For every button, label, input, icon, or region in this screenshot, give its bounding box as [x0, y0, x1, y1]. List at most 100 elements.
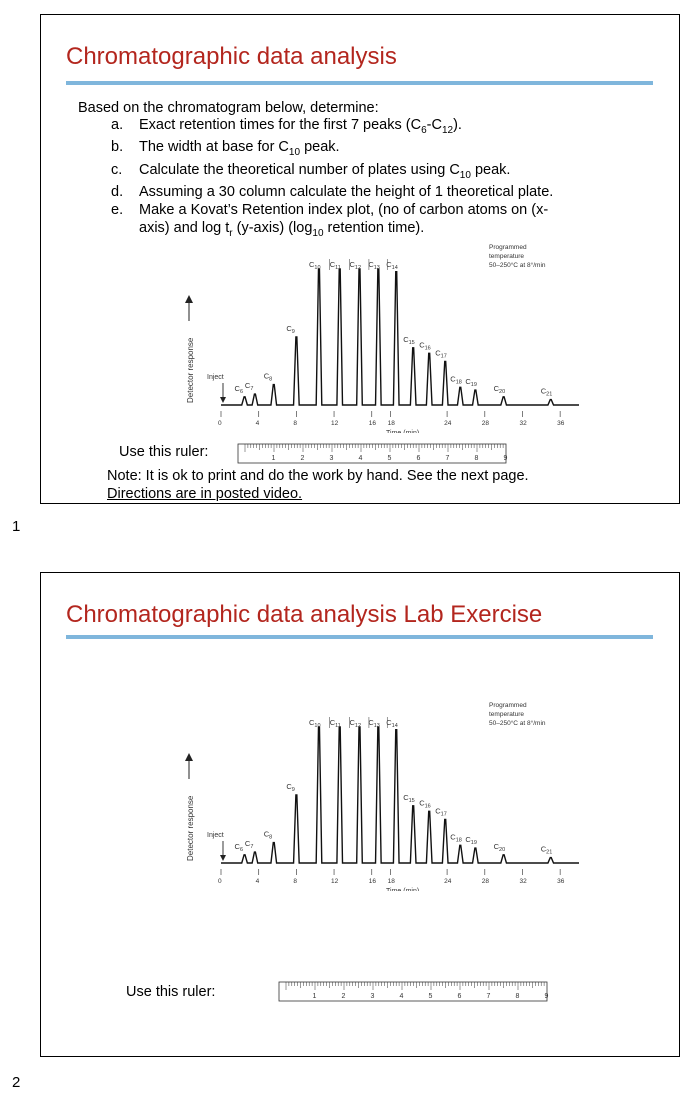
x-tick-label: 32	[519, 878, 527, 885]
peak-label-C7: C7	[245, 381, 253, 392]
peak-label-C8: C8	[264, 372, 272, 383]
inject-label: Inject	[207, 374, 224, 381]
peak-label-C6: C6	[235, 384, 243, 395]
ruler-body	[278, 981, 548, 1002]
peak-label-C18: C18	[450, 832, 462, 843]
title-underline	[66, 635, 653, 639]
ruler-number: 9	[545, 993, 549, 1000]
note: Note: It is ok to print and do the work …	[107, 467, 667, 503]
note-line-1: Note: It is ok to print and do the work …	[107, 468, 529, 484]
peak-label-C6: C6	[235, 842, 243, 853]
ruler-number: 2	[301, 455, 305, 462]
ruler-number: 1	[272, 455, 276, 462]
inject-label: Inject	[207, 832, 224, 839]
slide-1-title: Chromatographic data analysis	[66, 43, 397, 70]
x-tick-label: 32	[519, 420, 527, 427]
ruler-number: 4	[400, 993, 404, 1000]
slide-2-title: Chromatographic data analysis Lab Exerci…	[66, 601, 543, 628]
slide-1: Chromatographic data analysis Based on t…	[40, 14, 680, 504]
note-line-2: Directions are in posted video.	[107, 486, 303, 502]
peak-label-C13: C13	[368, 718, 380, 729]
inject-arrowhead	[220, 397, 226, 403]
peak-label-C12: C12	[349, 718, 361, 729]
chromatogram-trace	[221, 268, 579, 406]
ruler-number: 6	[417, 455, 421, 462]
x-tick-label: 0	[218, 878, 222, 885]
peak-label-C11: C11	[330, 260, 341, 271]
peak-label-C20: C20	[494, 384, 506, 395]
ruler: 1 2 3 4 5 6 7 8 9	[237, 443, 508, 464]
x-tick-label: 28	[482, 420, 490, 427]
question-list: a. Exact retention times for the first 7…	[111, 117, 651, 242]
question-a: a. Exact retention times for the first 7…	[111, 117, 462, 136]
x-tick-label: 12	[331, 878, 339, 885]
peak-label-C12: C12	[349, 260, 361, 271]
y-axis-arrowhead	[185, 753, 193, 761]
x-tick-label: 8	[293, 420, 297, 427]
x-tick-label: 24	[444, 420, 452, 427]
peak-label-C16: C16	[419, 340, 431, 351]
peak-label-C19: C19	[465, 377, 477, 388]
peak-label-C10: C10	[309, 718, 321, 729]
inject-arrowhead	[220, 855, 226, 861]
ruler: 1 2 3 4 5 6 7 8 9	[278, 981, 549, 1002]
y-axis-label: Detector response	[186, 795, 195, 861]
peak-label-C9: C9	[286, 324, 294, 335]
temperature-annotation-line: Programmed	[489, 244, 527, 251]
peak-label-C18: C18	[450, 374, 462, 385]
y-axis-label: Detector response	[186, 337, 195, 403]
peak-label-C21: C21	[541, 387, 553, 398]
slide-2: Chromatographic data analysis Lab Exerci…	[40, 572, 680, 1057]
ruler-number: 2	[342, 993, 346, 1000]
ruler-number: 1	[313, 993, 317, 1000]
peak-label-C10: C10	[309, 260, 321, 271]
chromatogram-trace	[221, 726, 579, 864]
x-tick-label: 36	[557, 878, 565, 885]
peak-label-C16: C16	[419, 798, 431, 809]
page-number-1: 1	[12, 518, 21, 535]
x-tick-label: 28	[482, 878, 490, 885]
ruler-number: 8	[516, 993, 520, 1000]
peak-label-C7: C7	[245, 839, 253, 850]
x-axis-label: Time (min)	[386, 430, 419, 433]
title-underline	[66, 81, 653, 85]
ruler-label: Use this ruler:	[126, 984, 216, 1000]
ruler-number: 3	[371, 993, 375, 1000]
peak-label-C14: C14	[386, 260, 398, 271]
question-b: b. The width at base for C10 peak.	[111, 139, 340, 159]
ruler-number: 7	[487, 993, 491, 1000]
peak-label-C21: C21	[541, 845, 553, 856]
question-e: e. Make a Kovat’s Retention index plot, …	[111, 202, 549, 239]
temperature-annotation-line: 50–250°C at 8°/min	[489, 261, 546, 269]
ruler-number: 3	[330, 455, 334, 462]
ruler-number: 7	[446, 455, 450, 462]
ruler-number: 9	[504, 455, 508, 462]
peak-label-C14: C14	[386, 718, 398, 729]
peak-label-C15: C15	[403, 793, 415, 804]
x-tick-label: 12	[331, 420, 339, 427]
peak-label-C17: C17	[435, 806, 447, 817]
ruler-number: 5	[388, 455, 392, 462]
peak-label-C17: C17	[435, 348, 447, 359]
x-tick-label: 16	[369, 420, 377, 427]
ruler-number: 5	[429, 993, 433, 1000]
x-tick-label: 36	[557, 420, 565, 427]
page-number-2: 2	[12, 1074, 21, 1091]
peak-label-C8: C8	[264, 830, 272, 841]
intro-text: Based on the chromatogram below, determi…	[78, 100, 379, 116]
peak-label-C9: C9	[286, 782, 294, 793]
temperature-annotation-line: 50–250°C at 8°/min	[489, 719, 546, 727]
x-tick-label: 18	[388, 420, 396, 427]
x-tick-label: 4	[256, 420, 260, 427]
x-tick-label: 24	[444, 878, 452, 885]
ruler-number: 4	[359, 455, 363, 462]
x-tick-label: 18	[388, 878, 396, 885]
temperature-annotation-line: temperature	[489, 711, 524, 718]
question-c: c. Calculate the theoretical number of p…	[111, 161, 511, 181]
peak-label-C11: C11	[330, 718, 341, 729]
ruler-label: Use this ruler:	[119, 444, 209, 460]
x-tick-label: 0	[218, 420, 222, 427]
x-tick-label: 8	[293, 878, 297, 885]
